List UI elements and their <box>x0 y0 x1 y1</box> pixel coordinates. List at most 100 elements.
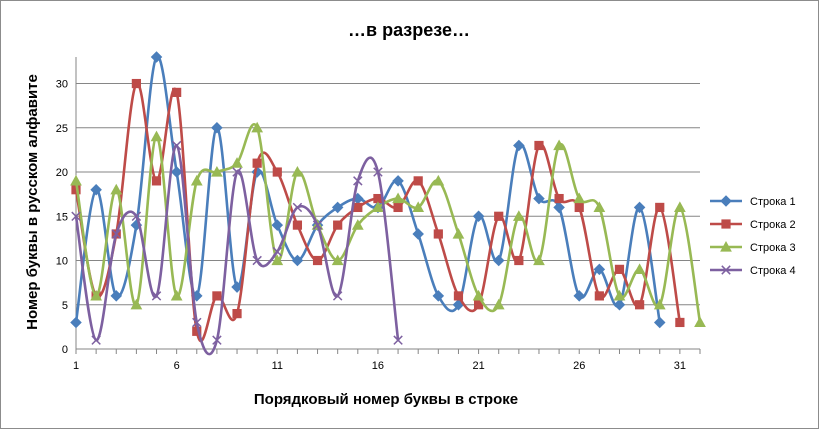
data-point <box>110 183 123 195</box>
data-point <box>251 121 264 133</box>
data-point <box>211 122 223 134</box>
legend-label: Строка 4 <box>750 265 796 277</box>
data-point <box>594 291 604 301</box>
data-point <box>472 210 485 223</box>
series-group <box>70 51 706 356</box>
data-point <box>331 254 344 266</box>
x-tick-label: 16 <box>372 360 384 372</box>
data-point <box>291 254 304 267</box>
data-point <box>150 51 163 63</box>
data-point <box>192 317 202 328</box>
data-point <box>172 87 182 97</box>
data-point <box>252 158 262 168</box>
data-point <box>635 300 645 310</box>
data-point <box>553 139 565 151</box>
data-point <box>110 290 123 302</box>
y-axis-title: Номер буквы в русском алфавите <box>24 74 41 330</box>
data-point <box>130 298 143 310</box>
y-tick-label: 0 <box>62 344 68 356</box>
data-point <box>292 220 303 230</box>
data-point <box>272 167 282 177</box>
data-point <box>312 220 323 230</box>
data-point <box>513 139 525 152</box>
data-point <box>494 211 504 221</box>
x-tick-label: 1 <box>73 360 79 372</box>
data-point <box>694 316 706 328</box>
data-point <box>432 174 445 186</box>
data-point <box>353 176 363 186</box>
data-point <box>151 291 162 301</box>
data-point <box>271 219 284 231</box>
data-point <box>432 290 445 302</box>
data-point <box>372 201 384 213</box>
data-point <box>613 289 626 301</box>
data-point <box>271 254 284 266</box>
data-point <box>574 202 584 213</box>
data-point <box>452 227 465 239</box>
legend-label: Строка 2 <box>750 219 796 231</box>
data-point <box>453 291 464 301</box>
data-point <box>393 335 403 345</box>
data-point <box>150 130 163 142</box>
data-point <box>593 263 606 276</box>
data-point <box>90 183 102 196</box>
data-point <box>292 202 303 213</box>
data-point <box>412 228 424 240</box>
data-point <box>353 202 363 213</box>
data-point <box>413 176 423 186</box>
data-point <box>553 201 565 214</box>
data-point <box>573 192 586 204</box>
y-tick-label: 10 <box>56 256 68 268</box>
data-point <box>232 167 242 177</box>
legend-marker <box>720 240 732 252</box>
x-tick-label: 26 <box>573 360 585 372</box>
data-point <box>675 317 685 328</box>
data-point <box>312 255 323 266</box>
legend-label: Строка 1 <box>750 196 796 208</box>
series-1 <box>70 51 666 329</box>
chart-title: …в разрезе… <box>348 20 470 40</box>
data-point <box>71 211 81 222</box>
data-point <box>673 201 686 213</box>
data-point <box>653 316 666 329</box>
data-point <box>291 166 304 177</box>
data-point <box>331 201 344 214</box>
series-4 <box>71 140 403 356</box>
x-tick-label: 11 <box>272 360 283 372</box>
data-point <box>151 176 162 186</box>
data-point <box>593 201 606 213</box>
data-point <box>351 219 364 230</box>
data-point <box>111 229 121 239</box>
data-point <box>332 291 343 301</box>
data-point <box>170 166 183 178</box>
data-point <box>533 192 545 205</box>
y-tick-label: 25 <box>56 123 68 135</box>
data-point <box>373 167 383 177</box>
x-axis-title: Порядковый номер буквы в строке <box>254 391 518 408</box>
data-point <box>131 211 142 222</box>
legend-item-3: Строка 3 <box>710 240 796 254</box>
legend-marker <box>721 219 731 229</box>
data-point <box>554 193 564 204</box>
data-point <box>212 291 222 301</box>
legend-marker <box>721 265 731 275</box>
data-point <box>633 263 646 274</box>
data-point <box>613 298 626 311</box>
data-point <box>514 255 524 266</box>
data-point <box>392 175 404 187</box>
x-tick-label: 21 <box>472 360 484 372</box>
data-point <box>131 78 141 89</box>
data-point <box>655 202 665 213</box>
data-point <box>412 201 425 213</box>
data-point <box>533 254 545 266</box>
data-point <box>653 298 666 310</box>
data-point <box>70 174 82 186</box>
data-point <box>252 255 262 266</box>
data-point <box>70 316 82 329</box>
data-point <box>231 157 243 168</box>
y-tick-label: 30 <box>56 79 68 91</box>
data-point <box>492 254 505 267</box>
legend-label: Строка 3 <box>750 242 796 254</box>
